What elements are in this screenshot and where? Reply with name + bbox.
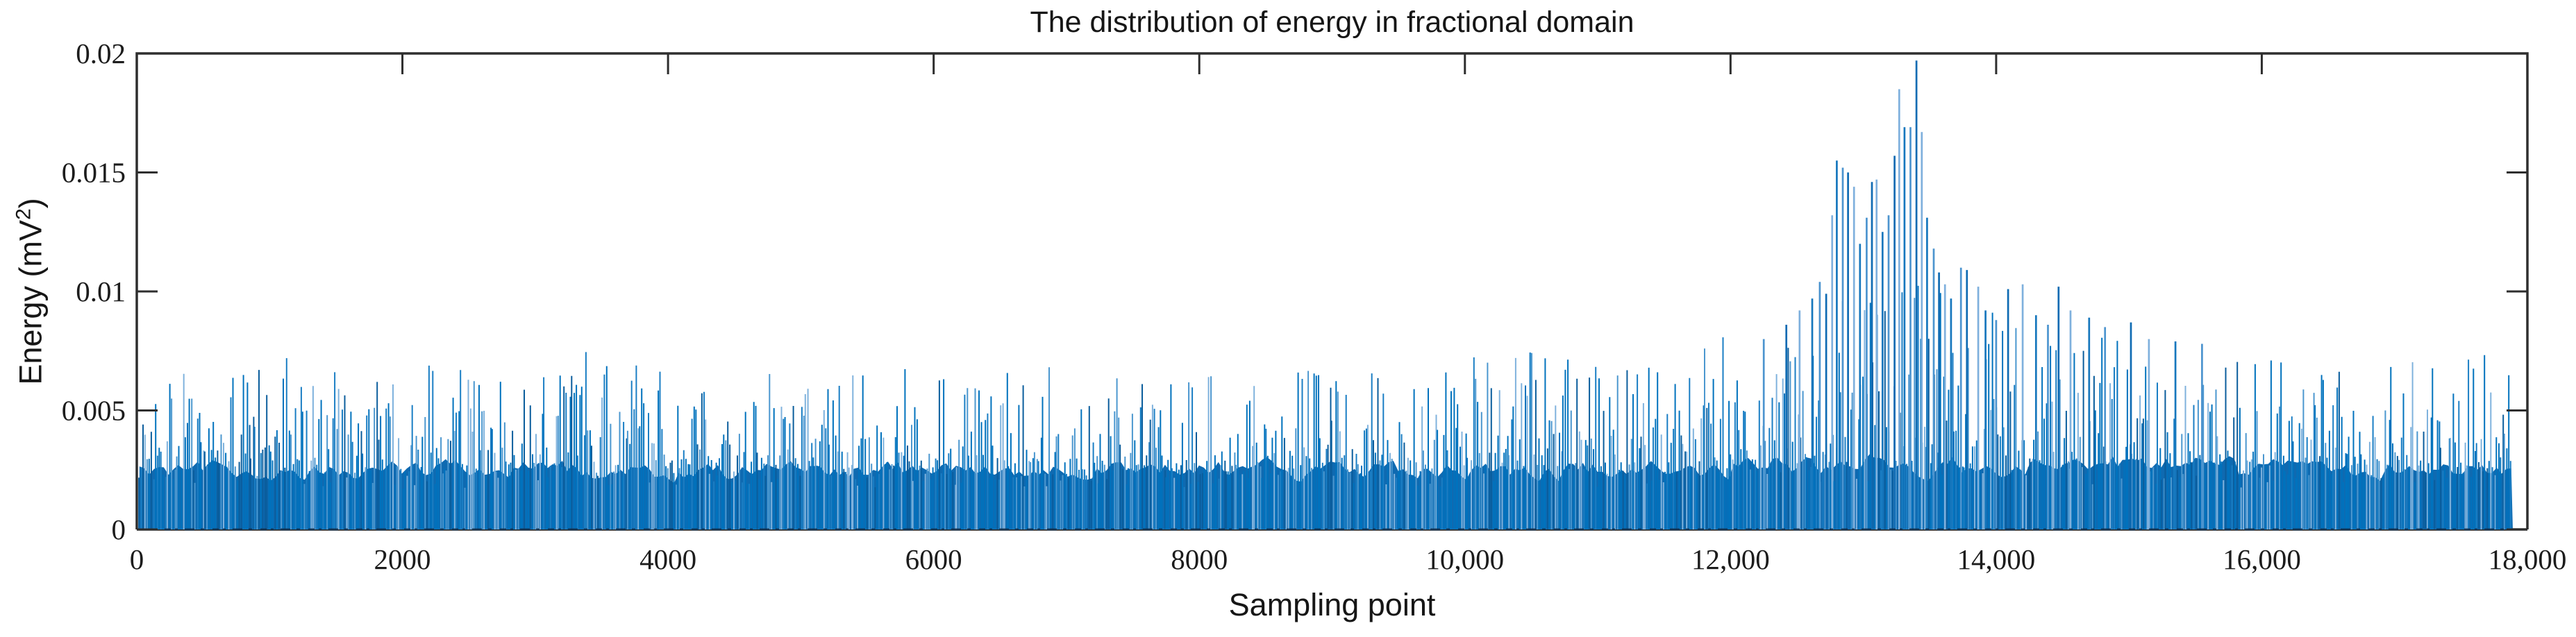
x-tick-label: 6000 bbox=[905, 543, 962, 575]
x-tick-label: 4000 bbox=[639, 543, 696, 575]
x-axis-label: Sampling point bbox=[1228, 587, 1436, 622]
y-tick-label: 0.02 bbox=[76, 37, 126, 69]
y-axis-label-close: ) bbox=[12, 198, 49, 209]
x-tick-label: 14,000 bbox=[1957, 543, 2036, 575]
x-tick-label: 18,000 bbox=[2489, 543, 2567, 575]
x-tick-label: 16,000 bbox=[2223, 543, 2301, 575]
y-axis-label-text: Energy (mV bbox=[12, 220, 49, 385]
y-axis-label-superscript: 2 bbox=[12, 208, 35, 221]
x-tick-label: 0 bbox=[130, 543, 144, 575]
y-tick-label: 0.005 bbox=[62, 395, 126, 427]
y-tick-label: 0.015 bbox=[62, 157, 126, 189]
y-axis-label: Energy (mV2) bbox=[12, 198, 49, 384]
y-tick-label: 0 bbox=[112, 513, 126, 545]
y-tick-label: 0.01 bbox=[76, 275, 126, 307]
x-tick-label: 12,000 bbox=[1691, 543, 1770, 575]
x-tick-label: 8000 bbox=[1171, 543, 1228, 575]
chart-title: The distribution of energy in fractional… bbox=[1030, 6, 1634, 39]
frame-over: 0 2000 4000 6000 8000 10,000 12,000 14,000 16,00… bbox=[62, 37, 2567, 575]
x-tick-label: 10,000 bbox=[1425, 543, 1504, 575]
stem-series bbox=[137, 60, 2527, 531]
x-tick-label: 2000 bbox=[374, 543, 431, 575]
